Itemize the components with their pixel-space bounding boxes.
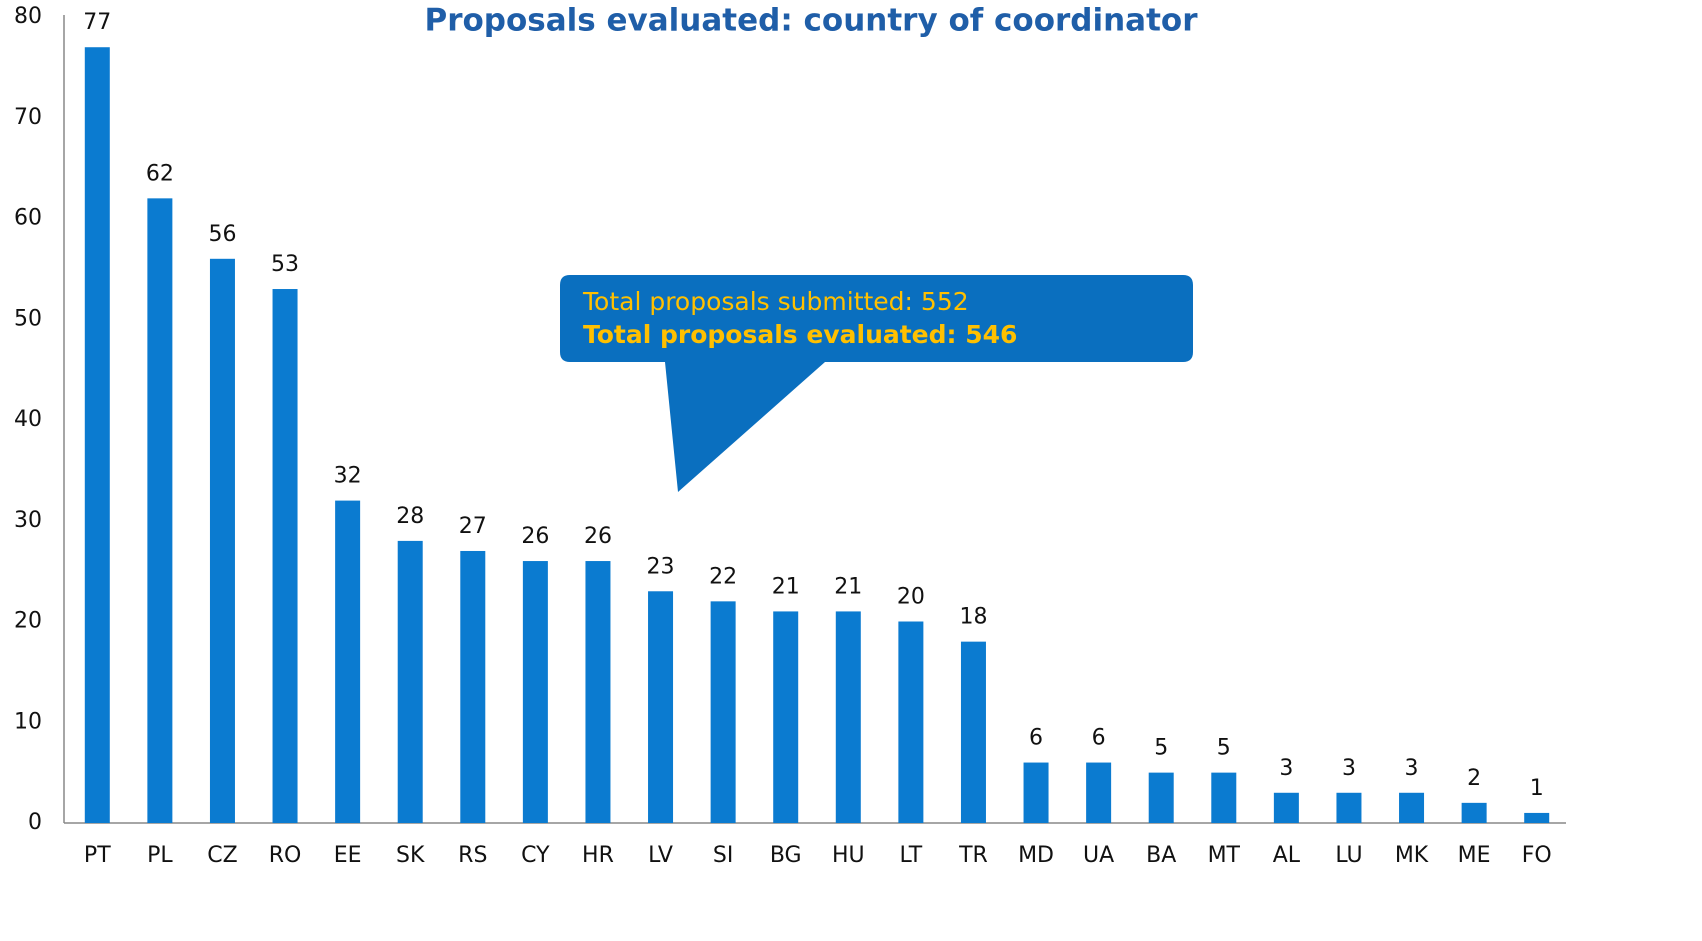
data-label: 27 xyxy=(459,514,487,539)
bar xyxy=(460,550,486,823)
y-tick-label: 80 xyxy=(14,4,42,29)
bar xyxy=(1273,792,1299,823)
data-label: 22 xyxy=(709,564,737,589)
x-tick-label: TR xyxy=(958,843,988,868)
bar xyxy=(397,540,423,823)
y-tick-label: 50 xyxy=(14,306,42,331)
x-tick-label: PL xyxy=(147,843,173,868)
bar xyxy=(648,591,674,823)
x-tick-label: SI xyxy=(713,843,733,868)
x-tick-label: BA xyxy=(1146,843,1176,868)
x-tick-label: ME xyxy=(1458,843,1491,868)
x-tick-label: BG xyxy=(770,843,802,868)
data-label: 77 xyxy=(83,10,111,35)
bar xyxy=(710,601,736,823)
bar xyxy=(773,611,799,823)
data-label: 62 xyxy=(146,161,174,186)
data-label: 5 xyxy=(1217,736,1231,761)
x-tick-label: UA xyxy=(1083,843,1114,868)
x-tick-label: HR xyxy=(582,843,614,868)
bar xyxy=(835,611,861,823)
chart-title: Proposals evaluated: country of coordina… xyxy=(425,3,1199,39)
bar xyxy=(1524,812,1550,823)
y-tick-label: 40 xyxy=(14,407,42,432)
data-label: 26 xyxy=(521,524,549,549)
data-label: 18 xyxy=(959,605,987,630)
x-tick-label: CY xyxy=(521,843,550,868)
callout: Total proposals submitted: 552 Total pro… xyxy=(560,275,1193,492)
annotation: Total proposals evaluated: 546 xyxy=(583,320,1017,349)
data-label: 26 xyxy=(584,524,612,549)
bar xyxy=(1336,792,1362,823)
x-tick-label: PT xyxy=(84,843,111,868)
data-label: 21 xyxy=(772,574,800,599)
bar xyxy=(209,258,235,823)
x-tick-label: HU xyxy=(832,843,865,868)
bar xyxy=(522,561,548,823)
y-tick-label: 20 xyxy=(14,609,42,634)
data-label: 1 xyxy=(1530,776,1544,801)
data-label: 32 xyxy=(334,464,362,489)
bar xyxy=(1461,802,1487,823)
y-tick-label: 60 xyxy=(14,206,42,231)
x-tick-label: AL xyxy=(1273,843,1301,868)
data-label: 6 xyxy=(1092,726,1106,751)
x-tick-label: RS xyxy=(458,843,487,868)
data-label: 3 xyxy=(1342,756,1356,781)
data-label: 3 xyxy=(1405,756,1419,781)
data-label: 21 xyxy=(834,574,862,599)
y-tick-label: 30 xyxy=(14,508,42,533)
data-label: 5 xyxy=(1154,736,1168,761)
bar xyxy=(1086,762,1112,823)
x-tick-label: FO xyxy=(1522,843,1552,868)
data-label: 20 xyxy=(897,585,925,610)
data-label: 6 xyxy=(1029,726,1043,751)
bar xyxy=(1023,762,1049,823)
x-tick-label: CZ xyxy=(207,843,237,868)
x-tick-label: LT xyxy=(900,843,923,868)
y-tick-label: 70 xyxy=(14,105,42,130)
bar xyxy=(335,500,361,823)
data-label: 56 xyxy=(208,222,236,247)
bar xyxy=(147,198,173,824)
bar xyxy=(84,47,110,824)
x-tick-label: RO xyxy=(269,843,302,868)
bar xyxy=(272,289,298,823)
x-tick-label: MK xyxy=(1395,843,1429,868)
data-label: 23 xyxy=(647,554,675,579)
annotation: Total proposals submitted: 552 xyxy=(582,287,969,316)
bar xyxy=(960,641,986,823)
bar xyxy=(1211,772,1237,823)
x-tick-label: MD xyxy=(1018,843,1054,868)
x-tick-label: EE xyxy=(334,843,362,868)
data-label: 28 xyxy=(396,504,424,529)
data-label: 2 xyxy=(1467,766,1481,791)
bar xyxy=(898,621,924,823)
bar xyxy=(1148,772,1174,823)
callout-box xyxy=(560,275,1193,492)
bar xyxy=(585,561,611,823)
x-tick-label: LU xyxy=(1335,843,1362,868)
data-label: 3 xyxy=(1279,756,1293,781)
y-tick-label: 0 xyxy=(28,810,42,835)
data-label: 53 xyxy=(271,252,299,277)
x-tick-label: MT xyxy=(1208,843,1241,868)
x-tick-label: SK xyxy=(396,843,425,868)
y-tick-label: 10 xyxy=(14,709,42,734)
bar xyxy=(1399,792,1425,823)
x-tick-label: LV xyxy=(648,843,673,868)
